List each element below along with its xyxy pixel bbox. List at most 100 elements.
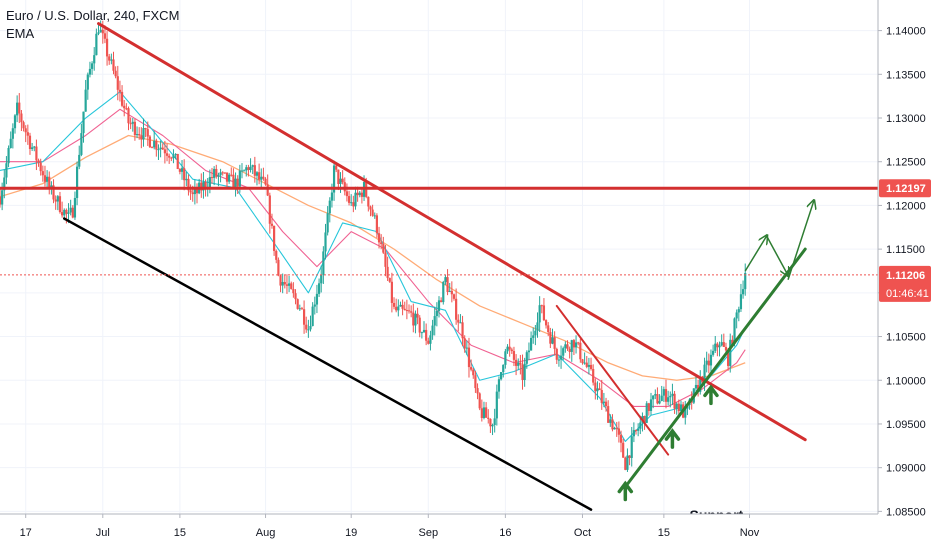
candle-body bbox=[298, 308, 301, 310]
candle-body bbox=[720, 342, 723, 346]
candle-body bbox=[262, 176, 265, 179]
candle-body bbox=[305, 324, 308, 330]
candle-body bbox=[129, 123, 132, 125]
candle-body bbox=[416, 313, 419, 318]
candle-body bbox=[604, 401, 608, 407]
candle-body bbox=[191, 192, 194, 195]
candle-body bbox=[536, 322, 539, 331]
time-axis-bg bbox=[0, 514, 878, 550]
candle-body bbox=[43, 175, 47, 182]
candle-body bbox=[200, 182, 203, 191]
candle-body bbox=[660, 395, 663, 402]
candle-body bbox=[33, 146, 36, 148]
candle-body bbox=[712, 350, 715, 355]
candle-body bbox=[534, 330, 537, 336]
symbol-title: Euro / U.S. Dollar, 240, FXCM bbox=[6, 8, 180, 23]
candle-body bbox=[69, 207, 72, 213]
candle-body bbox=[67, 212, 70, 214]
candle-body bbox=[461, 322, 464, 339]
candle-body bbox=[714, 343, 717, 351]
candle-body bbox=[673, 393, 676, 409]
time-tick-label: Nov bbox=[740, 527, 760, 539]
candle-body bbox=[570, 340, 573, 352]
candle-body bbox=[611, 419, 614, 430]
candle-body bbox=[5, 163, 8, 178]
candle-body bbox=[497, 379, 501, 392]
candle-body bbox=[341, 178, 344, 183]
candle-body bbox=[551, 337, 554, 344]
candle-body bbox=[579, 342, 582, 360]
candle-body bbox=[157, 149, 160, 151]
candle-body bbox=[529, 337, 533, 351]
candle-body bbox=[90, 63, 94, 69]
candle-body bbox=[455, 298, 458, 320]
candle-body bbox=[564, 344, 567, 349]
candle-body bbox=[39, 162, 42, 172]
candle-body bbox=[429, 335, 432, 344]
candle-body bbox=[183, 168, 186, 181]
candle-body bbox=[253, 165, 256, 176]
drawing-layer: Support bbox=[0, 22, 878, 523]
candle-body bbox=[485, 407, 488, 418]
candle-body bbox=[442, 282, 445, 303]
candle-body bbox=[613, 427, 616, 430]
candle-body bbox=[724, 346, 728, 351]
candle-body bbox=[302, 309, 306, 325]
candle-body bbox=[61, 212, 64, 216]
price-tick-label: 1.13000 bbox=[886, 113, 926, 125]
candle-body bbox=[195, 188, 199, 194]
candle-body bbox=[48, 176, 51, 188]
candle-body bbox=[589, 364, 593, 369]
candle-body bbox=[544, 320, 548, 326]
candle-body bbox=[420, 332, 423, 334]
candle-body bbox=[459, 322, 462, 324]
candle-body bbox=[547, 325, 550, 333]
candle-body bbox=[204, 182, 207, 189]
projection-arrow bbox=[765, 235, 788, 275]
candle-body bbox=[478, 393, 481, 409]
support-arrow-marker bbox=[703, 384, 719, 406]
candle-body bbox=[500, 372, 503, 380]
candle-body bbox=[574, 342, 578, 348]
candle-body bbox=[112, 59, 115, 71]
candle-body bbox=[328, 200, 331, 214]
candle-body bbox=[609, 419, 612, 423]
candle-body bbox=[739, 294, 743, 310]
candle-body bbox=[664, 389, 668, 402]
candle-body bbox=[292, 288, 295, 294]
resistance-price-tag-bg bbox=[879, 179, 931, 198]
time-tick-label: Oct bbox=[574, 527, 591, 539]
candle-body bbox=[568, 348, 571, 352]
price-tick-label: 1.12000 bbox=[886, 200, 926, 212]
price-tick-label: 1.12500 bbox=[886, 157, 926, 169]
candle-body bbox=[50, 185, 53, 188]
candle-body bbox=[285, 284, 289, 286]
candle-body bbox=[97, 32, 100, 34]
price-tick-label: 1.10500 bbox=[886, 332, 926, 344]
candle-body bbox=[142, 128, 145, 140]
candle-body bbox=[88, 68, 92, 75]
candle-body bbox=[54, 199, 57, 202]
candle-body bbox=[11, 128, 14, 139]
candle-body bbox=[283, 281, 286, 285]
support-arrow-marker bbox=[617, 480, 634, 502]
candle-body bbox=[367, 196, 370, 207]
candle-body bbox=[63, 209, 66, 216]
candle-body bbox=[354, 192, 357, 207]
candle-body bbox=[13, 115, 17, 129]
candle-body bbox=[277, 259, 280, 276]
candle-body bbox=[703, 364, 706, 383]
candle-body bbox=[677, 403, 680, 412]
candle-body bbox=[444, 277, 447, 283]
candle-body bbox=[726, 350, 730, 366]
candle-body bbox=[56, 196, 59, 202]
candle-body bbox=[649, 399, 653, 411]
price-tick-label: 1.14000 bbox=[886, 26, 926, 38]
candle-body bbox=[474, 375, 477, 389]
candle-body bbox=[622, 442, 625, 458]
candle-body bbox=[247, 167, 250, 171]
candle-body bbox=[193, 188, 196, 195]
candle-body bbox=[165, 153, 169, 156]
